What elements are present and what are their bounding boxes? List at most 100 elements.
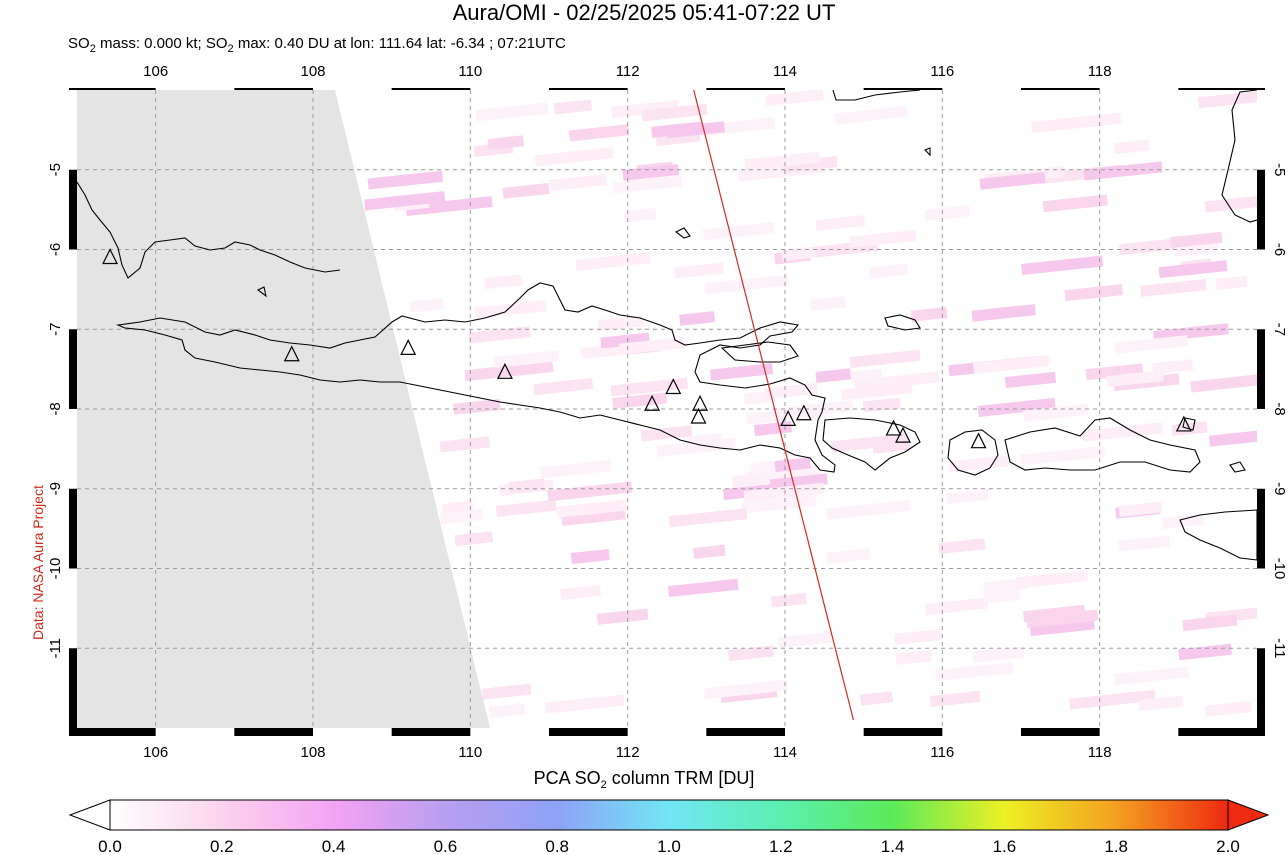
swath-pixel (533, 378, 594, 396)
swath-pixel (948, 455, 1009, 473)
colorbar-tick: 0.4 (322, 837, 346, 855)
frame-scale-segment (785, 88, 864, 90)
colorbar-tick: 1.2 (769, 837, 793, 855)
swath-pixel (623, 208, 657, 223)
swath-pixel (598, 315, 644, 332)
swath-pixel (679, 311, 715, 326)
swath-pixel (611, 100, 679, 118)
swath-pixel (641, 103, 708, 122)
swath-pixel (1215, 275, 1248, 290)
colorbar-title: PCA SO2 column TRM [DU] (0, 768, 1288, 791)
swath-pixel (464, 360, 554, 382)
madura-island (720, 341, 799, 363)
sumbawa-island (1004, 417, 1201, 473)
lat-tick-left: -6 (47, 243, 64, 256)
swath-pixel (860, 691, 894, 706)
lon-tick-bottom: 108 (300, 744, 325, 761)
swath-pixel (815, 214, 866, 232)
volcano-markers (102, 248, 1192, 449)
swath-pixel (977, 397, 1056, 417)
volcano-icon (895, 426, 911, 443)
swath-pixel (770, 592, 807, 608)
swath-pixel (668, 508, 748, 528)
lon-tick-bottom: 112 (616, 744, 640, 761)
swath-pixel (971, 304, 1036, 322)
frame-scale-segment (942, 88, 1021, 90)
swath-pixel (1004, 371, 1057, 389)
frame-scale-segment (69, 249, 77, 330)
swath-pixel (946, 488, 989, 505)
swath-pixel (468, 326, 531, 344)
swath-pixel (1085, 363, 1144, 381)
swath-pixel (484, 274, 523, 290)
sulawesi-coast (1221, 90, 1257, 223)
swath-pixel (1022, 403, 1089, 422)
swath-pixel (1113, 139, 1150, 155)
swath-pixel (656, 437, 736, 457)
volcano-icon (885, 419, 902, 436)
swath-pixel (710, 363, 774, 381)
swath-pixel (568, 124, 630, 142)
swath-pixel (1198, 90, 1257, 109)
swath-pixel (1113, 666, 1190, 686)
colorbar-tick: 0.8 (545, 837, 569, 855)
no-data-region (77, 90, 490, 728)
swath-pixel (668, 578, 739, 598)
frame-scale-segment (627, 88, 707, 90)
swath-pixel (556, 499, 628, 518)
swath-pixel (979, 171, 1046, 190)
swath-pixel (972, 355, 1050, 374)
frame-scale-segment (785, 728, 864, 736)
swath-pixel (570, 549, 610, 564)
lon-tick-bottom: 114 (773, 744, 797, 761)
lon-tick-top: 106 (143, 63, 168, 80)
kangean-islands (884, 314, 921, 331)
volcano-icon (692, 394, 709, 411)
swath-pixel (1020, 445, 1106, 466)
swath-pixel (1152, 359, 1194, 375)
lon-tick-top: 118 (1088, 63, 1112, 80)
frame-scale-segment (69, 568, 77, 649)
swath-pixel (841, 382, 913, 401)
swath-pixel (575, 252, 651, 271)
volcano-icon (665, 378, 682, 395)
lon-tick-top: 108 (300, 63, 325, 80)
frame-scale-segment (313, 88, 392, 90)
colorbar-title-pre: PCA SO (533, 768, 601, 788)
swath-pixel (1083, 161, 1163, 181)
swath-pixel (745, 405, 825, 425)
volcano-icon (1175, 415, 1192, 432)
colorbar-tick: 0.2 (210, 837, 234, 855)
small-islet-1 (256, 286, 267, 298)
swath-pixel (1139, 279, 1207, 297)
small-islet-4 (1229, 461, 1246, 473)
swath-pixel (765, 90, 824, 107)
swath-pixel (894, 628, 943, 645)
lon-tick-bottom: 110 (458, 744, 482, 761)
swath-pixel (744, 151, 821, 171)
frame-scale-segment (69, 409, 77, 489)
swath-pixel (674, 262, 725, 279)
swath-pixel (983, 588, 1021, 604)
colorbar-tick: 0.0 (98, 837, 122, 855)
volcano-icon (400, 339, 417, 355)
swath-pixel (1021, 255, 1104, 275)
volcano-icon (970, 432, 987, 449)
swath-pixel (764, 382, 818, 400)
frame-scale-segment (155, 88, 235, 90)
swath-pixel (547, 481, 633, 502)
swath-pixel (895, 650, 932, 665)
swath-pixel (493, 350, 560, 368)
swath-pixel (815, 368, 852, 383)
axis-tick-labels: 106 106 108 108 110 110 112 112 114 114 116 116 118 1… (47, 63, 1288, 761)
swath-pixel (1138, 695, 1184, 712)
swath-pixel (440, 508, 484, 525)
lat-tick-left: -7 (47, 323, 64, 336)
volcano-icon (283, 345, 300, 362)
swath-pixel (651, 121, 703, 138)
swath-pixel (1119, 238, 1179, 256)
volcano-icon (644, 394, 661, 411)
lat-tick-left: -5 (47, 163, 64, 176)
swath-pixel (938, 538, 986, 555)
swath-pixel (596, 608, 649, 625)
